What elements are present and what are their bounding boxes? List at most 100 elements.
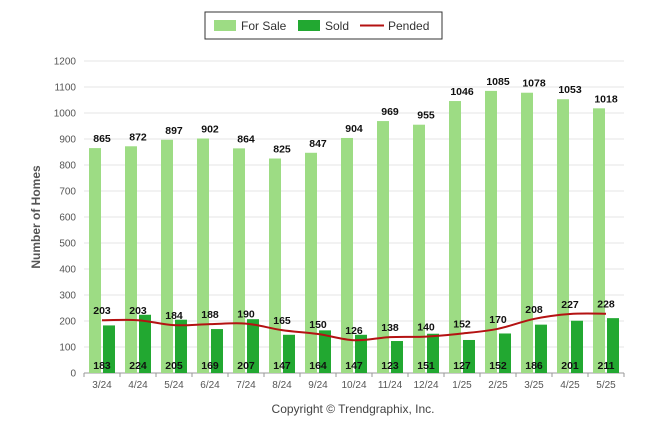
y-tick-label: 0 <box>70 369 76 380</box>
label-for-sale: 1078 <box>522 78 546 90</box>
label-pended: 140 <box>417 322 435 334</box>
label-sold: 207 <box>237 360 255 372</box>
label-sold: 201 <box>561 360 579 372</box>
y-tick-label: 400 <box>59 265 76 276</box>
label-pended: 126 <box>345 325 363 337</box>
label-for-sale: 955 <box>417 110 435 122</box>
x-tick-label: 11/24 <box>378 380 403 391</box>
x-tick-label: 6/24 <box>200 380 220 391</box>
label-for-sale: 902 <box>201 123 219 135</box>
label-pended: 203 <box>93 305 111 317</box>
label-sold: 211 <box>598 360 615 372</box>
x-tick-label: 5/25 <box>596 380 616 391</box>
label-pended: 203 <box>129 305 147 317</box>
bar-for-sale <box>557 99 569 373</box>
y-tick-label: 100 <box>59 343 76 354</box>
legend-swatch-for-sale <box>214 20 236 31</box>
copyright-credit: Copyright © Trendgraphix, Inc. <box>272 402 435 416</box>
bar-sold <box>571 320 583 373</box>
legend: For Sale Sold Pended <box>204 11 443 40</box>
bar-sold <box>355 334 367 373</box>
label-pended: 150 <box>309 319 327 331</box>
x-tick-label: 4/25 <box>560 380 580 391</box>
label-for-sale: 872 <box>129 131 147 143</box>
y-tick-label: 1100 <box>54 83 76 94</box>
legend-box <box>204 11 443 40</box>
bar-for-sale <box>233 148 245 373</box>
label-pended: 138 <box>381 322 399 334</box>
label-for-sale: 825 <box>273 144 291 156</box>
bar-sold <box>139 314 151 373</box>
label-sold: 186 <box>525 360 543 372</box>
label-pended: 184 <box>165 310 183 322</box>
bar-sold <box>391 341 403 373</box>
bar-for-sale <box>161 139 173 373</box>
label-for-sale: 1018 <box>594 93 618 105</box>
x-tick-label: 5/24 <box>164 380 184 391</box>
bar-for-sale <box>593 108 605 373</box>
bar-for-sale <box>377 121 389 373</box>
data-labels: 865 183 872 224 897 205 902 169 864 207 825 147 847 1… <box>93 76 618 372</box>
pended-line <box>101 312 607 342</box>
label-sold: 224 <box>129 360 147 372</box>
label-for-sale: 904 <box>345 123 363 135</box>
legend-label-sold: Sold <box>325 19 349 33</box>
label-pended: 152 <box>453 318 471 330</box>
legend-swatch-sold <box>298 20 320 31</box>
bar-for-sale <box>197 138 209 373</box>
bar-sold <box>607 318 619 373</box>
gridlines <box>84 60 624 374</box>
y-axis-title: Number of Homes <box>29 165 43 269</box>
label-for-sale: 864 <box>237 133 255 145</box>
bar-sold <box>499 333 511 373</box>
y-tick-label: 300 <box>59 291 76 302</box>
x-tick-label: 4/24 <box>128 380 148 391</box>
pended-line-path <box>101 312 607 342</box>
label-pended: 188 <box>201 309 219 321</box>
label-pended: 190 <box>237 309 255 321</box>
label-sold: 164 <box>309 360 327 372</box>
label-for-sale: 1085 <box>486 76 510 88</box>
label-sold: 151 <box>417 360 435 372</box>
y-tick-label: 700 <box>59 187 76 198</box>
bar-for-sale <box>305 152 317 373</box>
bar-sold <box>283 334 295 373</box>
label-sold: 205 <box>165 360 183 372</box>
y-tick-label: 800 <box>59 161 76 172</box>
bar-sold <box>175 319 187 373</box>
bars <box>89 90 619 374</box>
bar-sold <box>319 330 331 373</box>
y-tick-label: 600 <box>59 213 76 224</box>
bar-for-sale <box>521 92 533 373</box>
x-tick-label: 8/24 <box>272 380 292 391</box>
label-for-sale: 865 <box>93 133 111 145</box>
legend-label-pended: Pended <box>388 19 429 33</box>
label-sold: 183 <box>93 360 111 372</box>
bar-sold <box>463 339 475 373</box>
label-pended: 228 <box>597 299 615 311</box>
y-tick-label: 1000 <box>54 109 77 120</box>
label-sold: 169 <box>201 360 219 372</box>
y-tick-label: 500 <box>59 239 76 250</box>
x-tick-label: 3/25 <box>524 380 544 391</box>
bar-for-sale <box>125 146 137 373</box>
bar-for-sale <box>341 137 353 373</box>
label-for-sale: 897 <box>165 125 183 137</box>
bar-sold <box>427 333 439 373</box>
label-for-sale: 969 <box>381 106 399 118</box>
bar-sold <box>211 329 223 373</box>
y-tick-label: 200 <box>59 317 76 328</box>
x-tick-label: 9/24 <box>308 380 328 391</box>
y-tick-label: 1200 <box>54 57 77 68</box>
label-for-sale: 1046 <box>450 86 474 98</box>
label-sold: 123 <box>381 360 399 372</box>
label-for-sale: 1053 <box>558 84 582 96</box>
bar-sold <box>103 325 115 373</box>
bar-for-sale <box>485 90 497 374</box>
x-tick-label: 3/24 <box>92 380 112 391</box>
bar-for-sale <box>449 101 461 373</box>
y-tick-label: 900 <box>59 135 76 146</box>
x-axis-ticks: 3/24 4/24 5/24 6/24 7/24 8/24 9/24 10/24 11/24 12… <box>83 373 625 391</box>
bar-for-sale <box>269 158 281 373</box>
legend-label-for-sale: For Sale <box>241 19 287 33</box>
